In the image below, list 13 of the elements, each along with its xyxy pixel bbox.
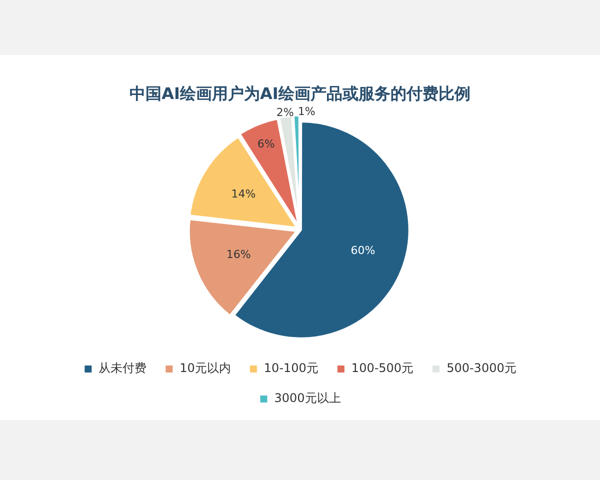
legend-label: 10-100元 (264, 361, 318, 376)
data-label: 6% (257, 138, 275, 151)
legend-label: 3000元以上 (274, 391, 341, 406)
data-label: 1% (298, 105, 316, 118)
chart-title: 中国AI绘画用户为AI绘画产品或服务的付费比例 (130, 84, 470, 103)
legend-label: 从未付费 (98, 361, 147, 376)
data-label: 16% (226, 248, 251, 262)
legend-label: 500-3000元 (446, 361, 516, 376)
legend-label: 100-500元 (351, 361, 414, 376)
data-label: 14% (231, 187, 256, 200)
data-label: 60% (350, 244, 376, 258)
data-label: 2% (276, 106, 294, 120)
legend-label: 10元以内 (180, 361, 231, 376)
